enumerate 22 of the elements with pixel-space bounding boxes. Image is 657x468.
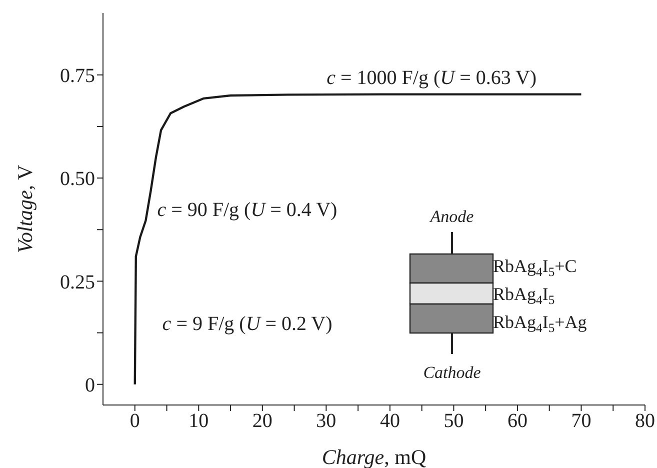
x-tick-label: 60 [507,410,528,432]
y-tick-label: 0.50 [60,168,95,190]
x-tick-label: 70 [571,410,592,432]
x-tick-label: 10 [188,410,209,432]
annotation: c = 9 F/g (U = 0.2 V) [162,313,332,335]
x-tick-label: 0 [130,410,140,432]
x-tick-label: 80 [635,410,655,432]
y-tick-label: 0 [85,374,95,396]
annotation: RbAg$_{4}$I$_{5}$+Ag [493,312,587,335]
x-tick-label: 50 [444,410,464,432]
y-tick-label: 0.75 [60,64,95,87]
x-tick-label: 30 [316,410,336,432]
annotation: RbAg$_{4}$I$_{5}$ [493,284,555,307]
y-tick-label: 0.25 [60,271,95,294]
x-tick-label: 20 [252,410,272,432]
annotation: c = 90 F/g (U = 0.4 V) [157,199,338,221]
annotation: c = 1000 F/g (U = 0.63 V) [326,67,537,89]
annotation: Anode [429,207,474,226]
x-tick-label: 40 [380,410,400,432]
y-axis-title: Voltage, V [13,164,37,254]
annotation: Cathode [423,363,482,382]
annotation: RbAg$_{4}$I$_{5}$+C [493,256,577,279]
